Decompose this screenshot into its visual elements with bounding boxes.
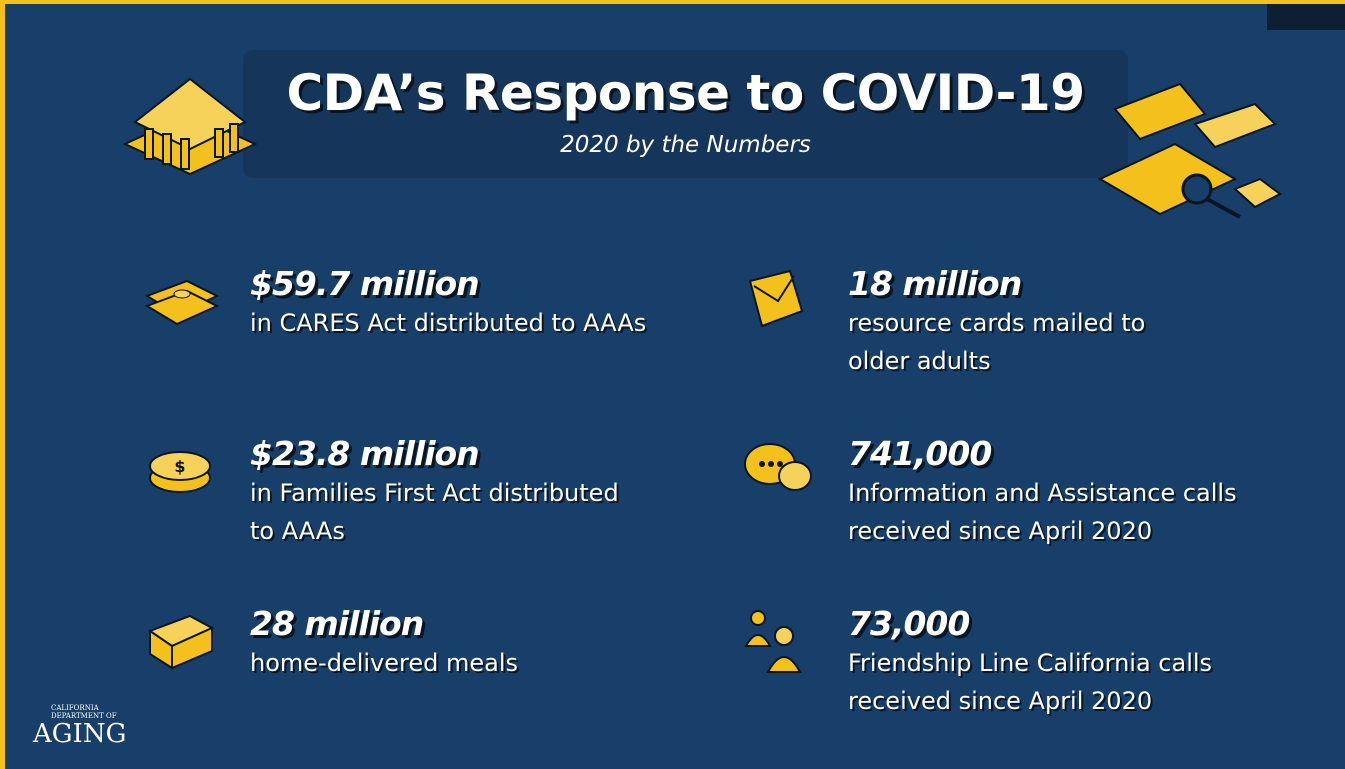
title: CDA’s Response to COVID-19 xyxy=(286,64,1085,122)
stat-icon xyxy=(744,443,812,491)
svg-text:$: $ xyxy=(174,457,185,476)
title-box xyxy=(243,50,1128,178)
logo-name: AGING xyxy=(33,719,127,749)
stat: $23.8 million in Families First Act distr… xyxy=(250,434,619,550)
logo: CALIFORNIA DEPARTMENT OF AGING xyxy=(33,704,126,748)
stat-icon: $ xyxy=(149,451,211,493)
stat-description: to AAAs xyxy=(250,517,345,545)
stat: 73,000 Friendship Line California calls re… xyxy=(848,604,1212,720)
stat-description: in Families First Act distributed xyxy=(250,479,619,507)
stat-description: Friendship Line California calls xyxy=(848,649,1213,677)
stat-description: home-delivered meals xyxy=(250,649,518,677)
stat-description: in CARES Act distributed to AAAs xyxy=(250,309,647,337)
finance-icon xyxy=(1097,82,1282,219)
stat-description: received since April 2020 xyxy=(848,687,1153,715)
stat-value: $59.7 million xyxy=(250,264,480,303)
stat-description: Information and Assistance calls xyxy=(848,479,1237,507)
stat: 18 million resource cards mailed to older … xyxy=(848,264,1145,380)
stat: $59.7 million in CARES Act distributed to… xyxy=(250,264,646,342)
stat-value: $23.8 million xyxy=(250,434,480,473)
stat-value: 18 million xyxy=(848,264,1022,303)
logo-line: DEPARTMENT OF xyxy=(51,712,117,720)
bank-icon xyxy=(122,77,258,176)
stat-icon xyxy=(147,614,215,670)
stat-value: 28 million xyxy=(250,604,424,643)
stat-description: received since April 2020 xyxy=(848,517,1153,545)
subtitle: 2020 by the Numbers xyxy=(560,132,811,158)
stat: 28 million home-delivered meals xyxy=(250,604,518,682)
stat-icon xyxy=(744,610,802,673)
stat-icon xyxy=(144,279,220,326)
stat-icon xyxy=(748,269,804,328)
stat-description: older adults xyxy=(848,347,991,375)
corner-button xyxy=(1267,4,1345,30)
stat-value: 741,000 xyxy=(848,434,992,473)
stat: 741,000 Information and Assistance calls r… xyxy=(848,434,1237,550)
stat-value: 73,000 xyxy=(848,604,970,643)
logo-line: CALIFORNIA xyxy=(51,704,99,712)
stat-description: resource cards mailed to xyxy=(848,309,1146,337)
